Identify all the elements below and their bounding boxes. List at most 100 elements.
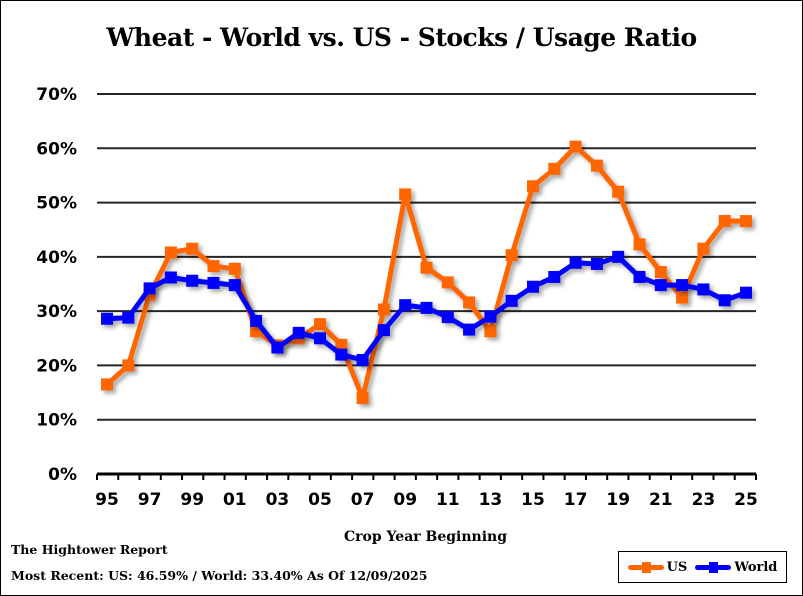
- x-tick-label: 03: [266, 490, 290, 510]
- data-point-world: [271, 341, 284, 354]
- x-tick-label: 23: [692, 490, 716, 510]
- data-point-world: [335, 348, 348, 361]
- data-point-us: [633, 238, 646, 251]
- data-point-world: [676, 279, 689, 292]
- data-point-us: [590, 159, 603, 172]
- data-point-us: [463, 296, 476, 309]
- x-axis-label: Crop Year Beginning: [343, 529, 508, 545]
- data-point-world: [164, 271, 177, 284]
- x-tick-label: 07: [351, 490, 375, 510]
- data-point-world: [548, 270, 561, 283]
- data-point-world: [122, 311, 135, 324]
- series-world: [101, 250, 752, 366]
- data-point-us: [377, 303, 390, 316]
- data-point-world: [633, 270, 646, 283]
- data-point-world: [718, 294, 731, 307]
- y-tick-label: 20%: [36, 356, 77, 376]
- data-point-us: [164, 246, 177, 259]
- data-point-world: [569, 256, 582, 269]
- data-point-world: [420, 301, 433, 314]
- data-point-us: [548, 162, 561, 175]
- x-tick-label: 15: [521, 490, 545, 510]
- legend-label-world: World: [734, 559, 778, 575]
- data-point-us: [654, 266, 667, 279]
- data-point-us: [718, 215, 731, 228]
- data-point-us: [314, 318, 326, 331]
- x-axis: [96, 472, 757, 480]
- data-point-world: [484, 310, 497, 323]
- data-point-us: [399, 188, 412, 201]
- data-point-us: [697, 242, 710, 255]
- data-point-world: [612, 250, 625, 263]
- data-point-world: [356, 354, 369, 366]
- data-point-world: [399, 299, 412, 312]
- data-point-us: [101, 378, 113, 391]
- y-tick-label: 50%: [36, 194, 77, 214]
- data-point-us: [207, 260, 220, 273]
- source-note: The Hightower Report: [11, 542, 168, 557]
- y-tick-label: 70%: [36, 85, 77, 105]
- legend: US World: [618, 551, 787, 583]
- data-point-us: [122, 359, 135, 372]
- data-point-world: [207, 276, 220, 289]
- x-tick-label: 21: [649, 490, 673, 510]
- x-tick-label: 17: [564, 490, 588, 510]
- data-point-us: [228, 262, 241, 275]
- data-point-world: [527, 280, 539, 293]
- y-tick-label: 40%: [36, 248, 77, 268]
- x-tick-label: 95: [95, 490, 119, 510]
- data-point-us: [420, 261, 433, 274]
- x-tick-label: 97: [138, 490, 162, 510]
- x-tick-label: 99: [180, 490, 204, 510]
- y-tick-label: 0%: [48, 465, 77, 485]
- x-axis-ticks: 95 97 99 01 03 05 07 09 11 13 15 17 19 21 23 25: [95, 490, 758, 510]
- most-recent-note: Most Recent: US: 46.59% / World: 33.40% …: [11, 568, 428, 583]
- data-point-us: [527, 180, 539, 193]
- data-point-us: [505, 249, 518, 262]
- legend-swatch-world: [695, 561, 732, 573]
- data-point-world: [441, 311, 454, 324]
- data-point-world: [143, 282, 156, 295]
- y-tick-label: 10%: [36, 411, 77, 431]
- data-point-world: [740, 286, 752, 299]
- data-point-us: [186, 242, 199, 255]
- legend-item-world: World: [695, 560, 777, 575]
- data-point-world: [654, 279, 667, 292]
- data-point-world: [314, 332, 326, 345]
- series-lines: [101, 140, 752, 404]
- legend-label-us: US: [666, 559, 688, 575]
- x-tick-label: 25: [734, 490, 758, 510]
- x-tick-label: 01: [223, 490, 247, 510]
- y-tick-label: 30%: [36, 302, 77, 322]
- y-tick-label: 60%: [36, 139, 77, 159]
- x-tick-label: 05: [308, 490, 332, 510]
- data-point-world: [463, 323, 476, 336]
- data-point-world: [505, 294, 518, 307]
- data-point-us: [484, 325, 497, 338]
- data-point-world: [377, 324, 390, 337]
- data-point-us: [441, 276, 454, 289]
- data-point-us: [612, 185, 625, 198]
- gridlines: [97, 93, 756, 421]
- legend-item-us: US: [627, 559, 688, 575]
- x-tick-label: 19: [606, 490, 630, 510]
- data-point-world: [292, 326, 305, 339]
- x-tick-label: 11: [436, 490, 460, 510]
- data-point-us: [356, 392, 369, 404]
- data-point-world: [697, 283, 710, 296]
- data-point-world: [250, 314, 263, 327]
- y-axis-ticks: 0% 10% 20% 30% 40% 50% 60% 70%: [36, 85, 77, 485]
- data-point-us: [676, 291, 689, 304]
- legend-swatch-us: [627, 561, 664, 573]
- data-point-world: [590, 257, 603, 270]
- series-us: [101, 140, 752, 404]
- data-point-us: [569, 140, 582, 153]
- chart-title: Wheat - World vs. US - Stocks / Usage Ra…: [106, 23, 697, 52]
- data-point-world: [101, 312, 113, 325]
- data-point-world: [186, 274, 199, 287]
- data-point-world: [228, 279, 241, 292]
- data-point-us: [740, 215, 752, 228]
- data-point-us: [335, 338, 348, 351]
